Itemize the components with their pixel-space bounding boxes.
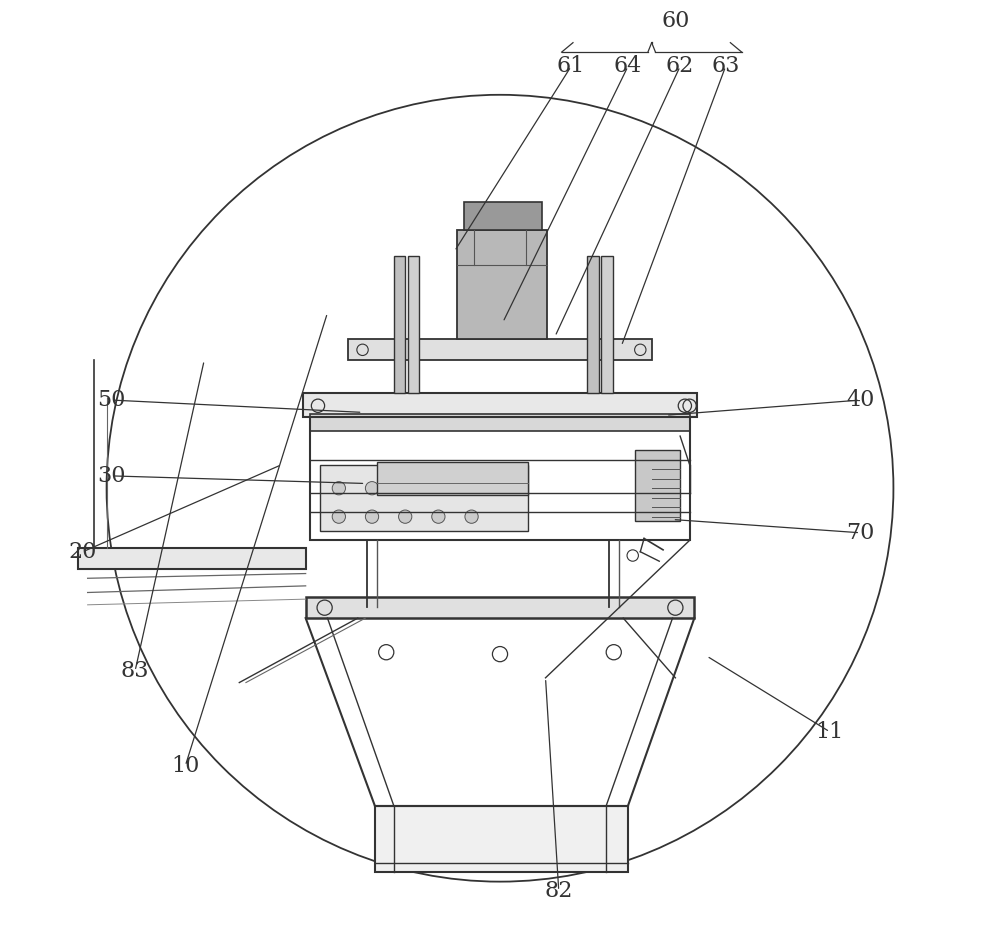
Text: 64: 64 — [614, 55, 642, 78]
Text: 62: 62 — [666, 55, 694, 78]
Bar — [457, 230, 547, 339]
Bar — [587, 256, 599, 393]
Bar — [464, 202, 542, 230]
Bar — [635, 450, 680, 521]
Bar — [320, 465, 528, 531]
Text: 30: 30 — [97, 465, 126, 487]
Text: 11: 11 — [816, 720, 844, 743]
Text: 40: 40 — [846, 389, 874, 411]
Circle shape — [465, 482, 478, 495]
Bar — [394, 256, 405, 393]
Text: 61: 61 — [557, 55, 585, 78]
Circle shape — [399, 510, 412, 523]
Circle shape — [432, 510, 445, 523]
Text: 70: 70 — [846, 521, 874, 544]
Circle shape — [432, 482, 445, 495]
Circle shape — [365, 482, 379, 495]
Text: 60: 60 — [661, 9, 690, 32]
Text: 63: 63 — [711, 55, 740, 78]
Bar — [78, 548, 306, 569]
Bar — [303, 393, 697, 417]
Text: 83: 83 — [121, 660, 149, 683]
Bar — [377, 462, 528, 495]
Bar — [408, 256, 419, 393]
Bar — [601, 256, 613, 393]
Text: 82: 82 — [545, 880, 573, 902]
Text: 10: 10 — [171, 755, 199, 777]
Text: 20: 20 — [69, 540, 97, 563]
Bar — [310, 414, 690, 431]
Bar — [310, 417, 690, 540]
Circle shape — [365, 510, 379, 523]
Circle shape — [465, 510, 478, 523]
Bar — [348, 339, 652, 360]
Bar — [375, 806, 628, 872]
Circle shape — [332, 482, 345, 495]
Text: 50: 50 — [97, 389, 126, 411]
Circle shape — [332, 510, 345, 523]
Bar — [306, 597, 694, 618]
Circle shape — [399, 482, 412, 495]
